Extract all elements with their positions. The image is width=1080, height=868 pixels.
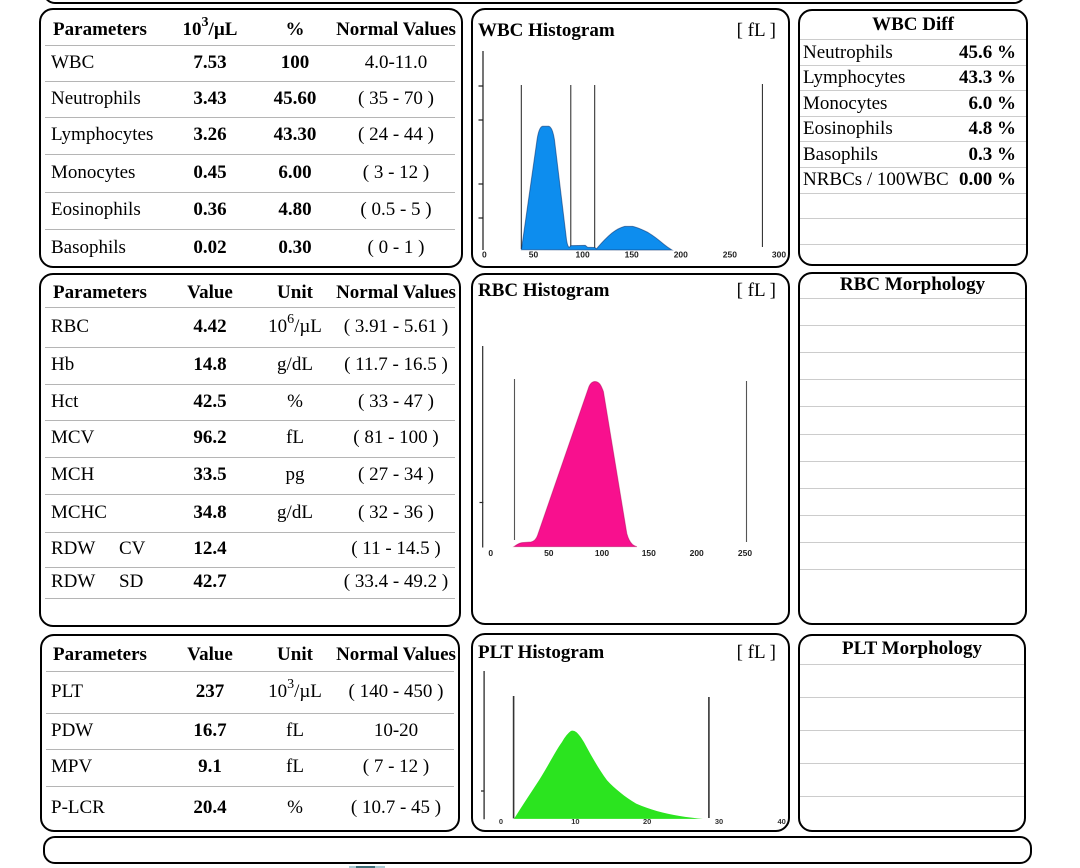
svg-text:250: 250 [738, 548, 752, 558]
svg-text:100: 100 [595, 548, 609, 558]
svg-text:250: 250 [723, 250, 737, 260]
svg-text:50: 50 [544, 548, 554, 558]
svg-text:20: 20 [643, 817, 651, 826]
svg-text:200: 200 [674, 250, 688, 260]
svg-text:100: 100 [576, 250, 590, 260]
svg-text:50: 50 [529, 250, 539, 260]
svg-text:0: 0 [499, 817, 503, 826]
svg-text:150: 150 [642, 548, 656, 558]
svg-text:40: 40 [778, 817, 786, 826]
svg-text:300: 300 [772, 250, 786, 260]
svg-text:0: 0 [482, 250, 487, 260]
svg-text:200: 200 [690, 548, 704, 558]
svg-text:0: 0 [488, 548, 493, 558]
svg-text:30: 30 [715, 817, 723, 826]
svg-text:150: 150 [625, 250, 639, 260]
svg-text:10: 10 [571, 817, 579, 826]
